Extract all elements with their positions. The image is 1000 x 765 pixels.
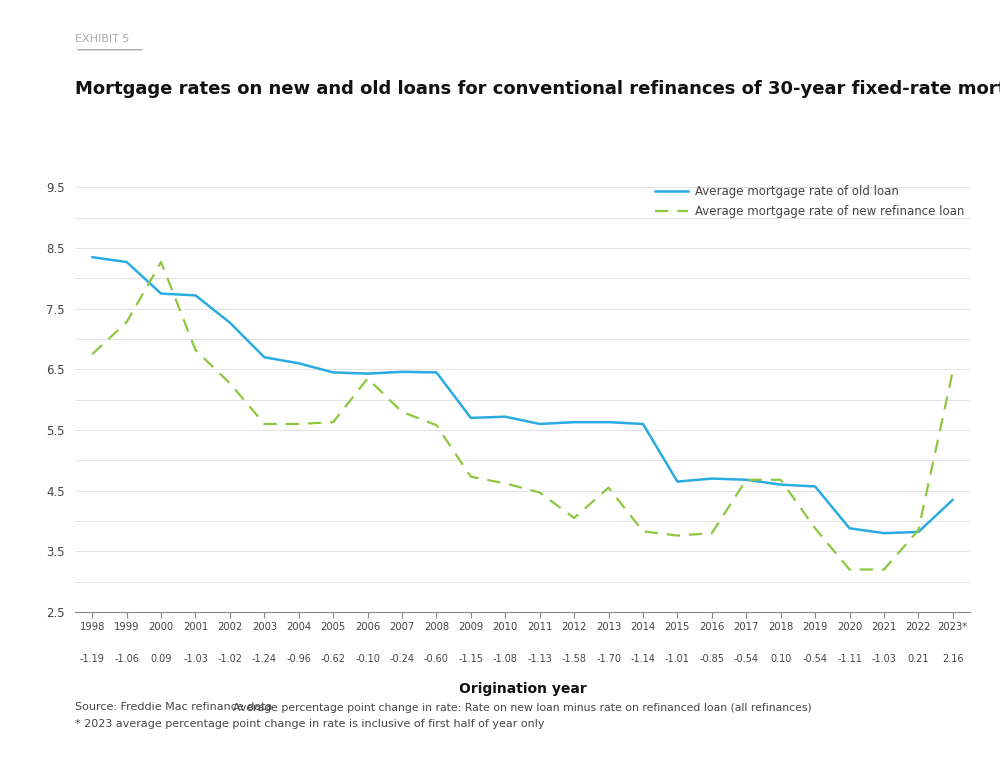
Text: -0.54: -0.54 — [803, 653, 828, 664]
Legend: Average mortgage rate of old loan, Average mortgage rate of new refinance loan: Average mortgage rate of old loan, Avera… — [655, 185, 964, 218]
Text: -0.10: -0.10 — [355, 653, 380, 664]
Text: -1.02: -1.02 — [217, 653, 242, 664]
Text: -1.06: -1.06 — [114, 653, 139, 664]
Text: -1.24: -1.24 — [252, 653, 277, 664]
Text: -1.58: -1.58 — [562, 653, 587, 664]
Text: -0.54: -0.54 — [734, 653, 759, 664]
Text: -1.03: -1.03 — [183, 653, 208, 664]
Text: * 2023 average percentage point change in rate is inclusive of first half of yea: * 2023 average percentage point change i… — [75, 719, 544, 729]
Text: -0.96: -0.96 — [286, 653, 311, 664]
Text: Mortgage rates on new and old loans for conventional refinances of 30-year fixed: Mortgage rates on new and old loans for … — [75, 80, 1000, 99]
Text: EXHIBIT 5: EXHIBIT 5 — [75, 34, 129, 44]
Text: -1.08: -1.08 — [493, 653, 518, 664]
Text: Origination year: Origination year — [459, 682, 586, 696]
Text: -1.19: -1.19 — [80, 653, 105, 664]
Text: 0.21: 0.21 — [908, 653, 929, 664]
Text: 0.09: 0.09 — [150, 653, 172, 664]
Text: Source: Freddie Mac refinance data: Source: Freddie Mac refinance data — [75, 702, 272, 712]
Text: 0.10: 0.10 — [770, 653, 791, 664]
Text: -0.24: -0.24 — [390, 653, 415, 664]
Text: -1.15: -1.15 — [458, 653, 483, 664]
Text: -0.62: -0.62 — [321, 653, 346, 664]
Text: -0.85: -0.85 — [699, 653, 724, 664]
Text: -1.01: -1.01 — [665, 653, 690, 664]
Text: -1.13: -1.13 — [527, 653, 552, 664]
Text: -0.60: -0.60 — [424, 653, 449, 664]
Text: -1.14: -1.14 — [631, 653, 655, 664]
Text: Average percentage point change in rate: Rate on new loan minus rate on refinanc: Average percentage point change in rate:… — [233, 703, 812, 713]
Text: -1.03: -1.03 — [872, 653, 896, 664]
Text: -1.70: -1.70 — [596, 653, 621, 664]
Text: -1.11: -1.11 — [837, 653, 862, 664]
Text: 2.16: 2.16 — [942, 653, 964, 664]
